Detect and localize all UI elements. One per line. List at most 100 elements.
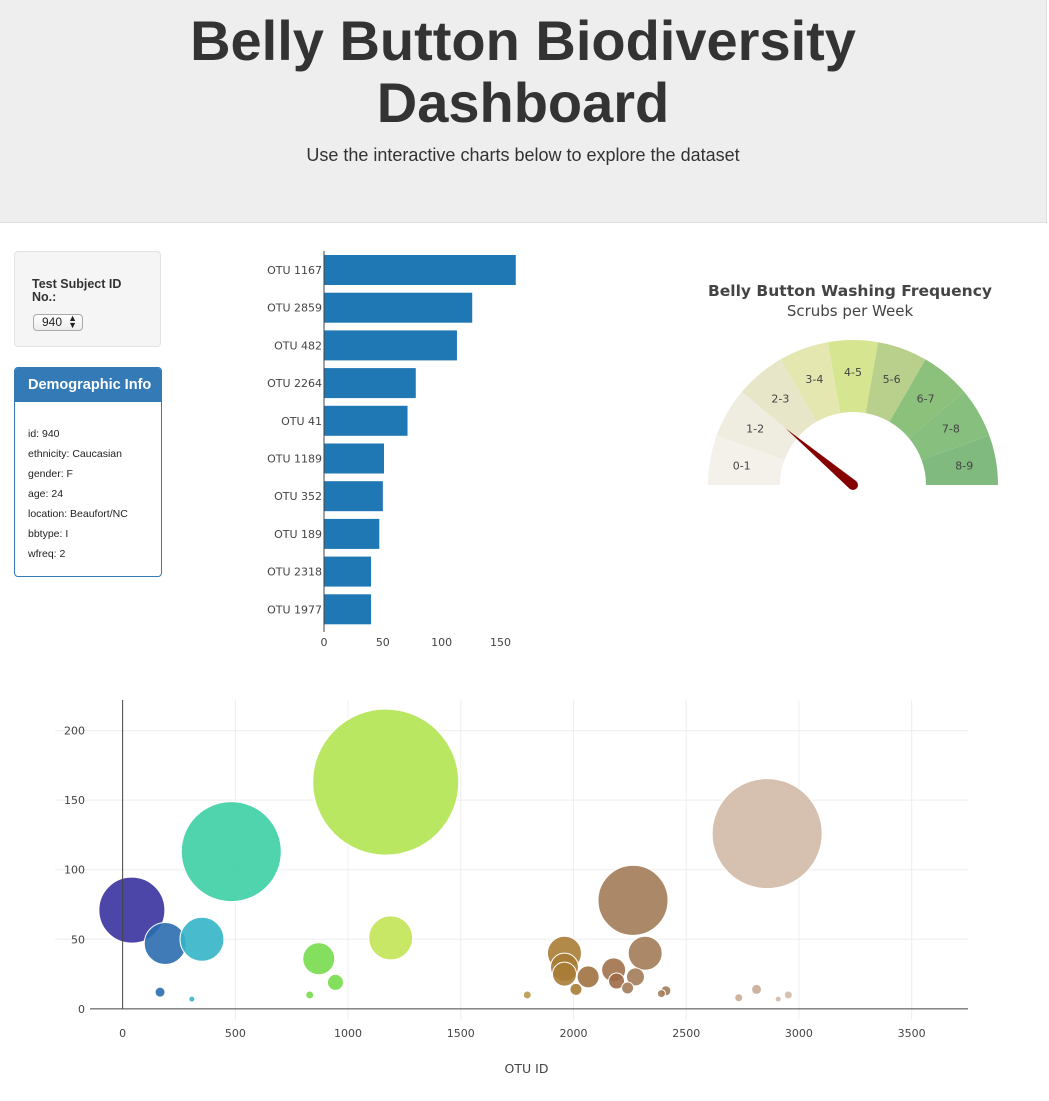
- gauge-segment: [865, 342, 926, 422]
- bar-category-label: OTU 2318: [267, 566, 322, 579]
- bubble: [522, 990, 532, 1000]
- gauge-title: Belly Button Washing Frequency: [708, 282, 992, 300]
- bar: [324, 368, 416, 399]
- bar-x-tick-label: 150: [490, 636, 511, 649]
- bar-category-label: OTU 189: [274, 528, 322, 541]
- bar: [324, 481, 383, 512]
- bar-category-label: OTU 41: [281, 415, 322, 428]
- bubble: [608, 972, 626, 990]
- bar: [324, 518, 380, 549]
- bubble: [551, 961, 577, 987]
- bar-category-label: OTU 1977: [267, 603, 322, 616]
- gauge-segment: [921, 435, 998, 485]
- bubble: [180, 801, 282, 903]
- demographic-item: id: 940: [28, 428, 60, 440]
- gauge-segment: [708, 435, 785, 485]
- gauge-segment-label: 0-1: [733, 459, 751, 472]
- gauge-segment-label: 8-9: [955, 459, 973, 472]
- bar-category-label: OTU 2859: [267, 302, 322, 315]
- bubble: [98, 876, 166, 944]
- subject-id-value: 940: [42, 315, 63, 329]
- bubble: [368, 915, 414, 961]
- demographic-info-panel: Demographic Info id: 940 ethnicity: Cauca…: [14, 367, 162, 577]
- gauge-segment-label: 7-8: [942, 423, 960, 436]
- bar: [324, 330, 457, 361]
- bubble-y-tick-label: 0: [78, 1003, 85, 1016]
- bubble: [597, 864, 669, 936]
- subject-selector-well: Test Subject ID No.: 940 ▲ ▼: [14, 251, 161, 347]
- bar: [324, 292, 473, 323]
- subject-id-label: Test Subject ID No.:: [32, 277, 122, 304]
- bubble-x-tick-label: 3000: [785, 1027, 813, 1040]
- gauge-segment-label: 4-5: [844, 366, 862, 379]
- page-title-line2: Dashboard: [376, 71, 670, 134]
- otu-bubble-chart: 0 500 1000 1500 2000 2500 3000 3500 0 50 100 150 200…: [55, 700, 968, 1076]
- washing-frequency-gauge: Belly Button Washing Frequency Scrubs pe…: [708, 282, 998, 490]
- bubble: [656, 989, 666, 999]
- bar: [324, 556, 372, 587]
- bubble: [179, 916, 225, 962]
- page-title: Belly Button Biodiversity Dashboard: [0, 10, 1046, 134]
- bar: [324, 255, 516, 285]
- bubble: [569, 982, 583, 996]
- bubble-x-tick-label: 0: [119, 1027, 126, 1040]
- demographic-item: bbtype: I: [28, 528, 69, 540]
- gauge-segment-label: 3-4: [805, 373, 823, 386]
- demographic-info-list: id: 940 ethnicity: Caucasian gender: F age:…: [28, 424, 128, 564]
- bar-x-tick-label: 0: [321, 636, 328, 649]
- bubble: [627, 935, 663, 971]
- demographic-item: wfreq: 2: [28, 548, 66, 560]
- gauge-segment: [889, 359, 965, 439]
- bubble-y-tick-label: 200: [64, 725, 85, 738]
- select-arrows-icon: ▲ ▼: [68, 313, 77, 330]
- bar: [324, 594, 372, 625]
- bar-category-label: OTU 2264: [267, 377, 322, 390]
- demographic-item: age: 24: [28, 488, 64, 500]
- bubble-x-tick-label: 1000: [334, 1027, 362, 1040]
- bar-category-label: OTU 352: [274, 490, 322, 503]
- gauge-segment: [780, 342, 841, 422]
- bubble-x-axis-title: OTU ID: [505, 1061, 549, 1076]
- bubble: [312, 708, 460, 856]
- bubble-y-tick-label: 150: [64, 794, 85, 807]
- bubble: [711, 778, 823, 890]
- bubble: [302, 942, 336, 976]
- bubble: [188, 995, 196, 1003]
- gauge-segment: [908, 391, 990, 461]
- bar-x-tick-label: 100: [431, 636, 452, 649]
- demographic-item: location: Beaufort/NC: [28, 508, 128, 520]
- bubble: [734, 993, 744, 1003]
- bubble-x-tick-label: 3500: [898, 1027, 926, 1040]
- bar-x-tick-label: 50: [376, 636, 390, 649]
- demographic-item: ethnicity: Caucasian: [28, 448, 122, 460]
- bubble-x-tick-label: 500: [225, 1027, 246, 1040]
- bubble-x-tick-label: 2000: [559, 1027, 587, 1040]
- gauge-segment-label: 1-2: [746, 423, 764, 436]
- gauge-segment: [741, 359, 817, 439]
- bubble: [774, 995, 782, 1003]
- gauge-segment: [716, 391, 798, 461]
- bubble: [751, 983, 763, 995]
- gauge-needle-hub: [848, 480, 858, 490]
- gauge-subtitle: Scrubs per Week: [787, 302, 914, 320]
- subject-id-select[interactable]: 940 ▲ ▼: [33, 314, 83, 331]
- gauge-segment-label: 2-3: [771, 392, 789, 405]
- bubble: [621, 981, 635, 995]
- bubble: [326, 973, 344, 991]
- bubble: [783, 990, 793, 1000]
- bubble-x-tick-label: 1500: [447, 1027, 475, 1040]
- gauge-needle: [785, 428, 857, 489]
- gauge-segment-label: 6-7: [917, 392, 935, 405]
- bar-category-label: OTU 1189: [267, 453, 322, 466]
- gauge-segment-label: 5-6: [883, 373, 901, 386]
- bubble: [305, 990, 315, 1000]
- gauge-segment: [827, 340, 879, 414]
- bubble-y-tick-label: 100: [64, 864, 85, 877]
- bar: [324, 405, 408, 436]
- page-subtitle: Use the interactive charts below to expl…: [306, 145, 740, 165]
- bubble: [154, 986, 166, 998]
- bar-category-label: OTU 482: [274, 339, 322, 352]
- demographic-info-heading: Demographic Info: [15, 368, 161, 402]
- bubble: [625, 967, 645, 987]
- bar: [324, 443, 384, 474]
